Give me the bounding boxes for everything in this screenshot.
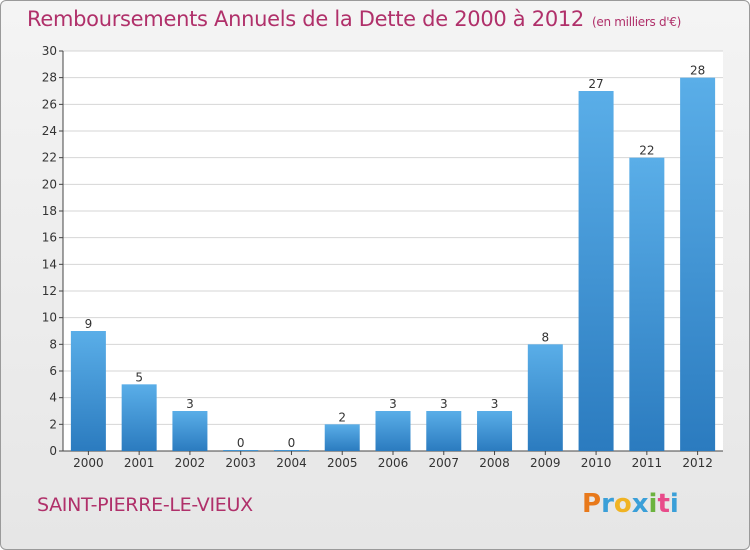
bar (273, 450, 309, 451)
bar-value-label: 2 (338, 410, 346, 424)
chart-title-text: Remboursements Annuels de la Dette de 20… (27, 7, 584, 31)
x-tick-label: 2012 (682, 456, 713, 470)
bar (578, 91, 614, 451)
bar (223, 450, 259, 451)
x-tick-label: 2001 (124, 456, 155, 470)
x-tick-labels: 2000 2001 2002 2003 2004 2005 2006 2007 2008 2009… (73, 456, 713, 470)
bar (477, 411, 513, 451)
bar-value-label: 3 (186, 397, 194, 411)
y-tick-label: 2 (49, 417, 57, 431)
x-tick-label: 2003 (225, 456, 256, 470)
bar (172, 411, 208, 451)
y-tick-label: 4 (49, 391, 57, 405)
y-tick-label: 10 (42, 311, 57, 325)
bar (70, 331, 106, 451)
chart-unit: (en milliers d'€) (592, 15, 682, 29)
data-labels: 9 5 3 0 0 2 3 3 3 8 27 22 28 (85, 64, 706, 450)
bar-value-label: 5 (135, 370, 143, 384)
logo-letter: r (601, 489, 614, 519)
y-tick-label: 22 (42, 151, 57, 165)
x-tick-label: 2009 (530, 456, 561, 470)
y-tick-label: 20 (42, 177, 57, 191)
bar (375, 411, 411, 451)
x-tick-label: 2000 (73, 456, 104, 470)
bar (527, 344, 563, 451)
y-tick-label: 14 (42, 257, 57, 271)
x-tick-label: 2008 (479, 456, 510, 470)
plot-area (63, 51, 723, 451)
bar (324, 424, 360, 451)
logo-letter: o (613, 489, 632, 519)
x-tick-label: 2007 (428, 456, 459, 470)
y-tick-label: 30 (42, 44, 57, 58)
logo-letter: P (582, 489, 602, 519)
y-tick-label: 28 (42, 71, 57, 85)
bar-value-label: 0 (237, 436, 245, 450)
logo-letter: t (657, 489, 670, 519)
y-tick-label: 8 (49, 337, 57, 351)
y-tick-label: 24 (42, 124, 57, 138)
x-tick-label: 2006 (378, 456, 409, 470)
bar-value-label: 0 (288, 436, 296, 450)
y-tick-label: 6 (49, 364, 57, 378)
logo-letter: x (631, 489, 649, 519)
y-tick-label: 18 (42, 204, 57, 218)
bar-value-label: 3 (491, 397, 499, 411)
chart-title: Remboursements Annuels de la Dette de 20… (27, 7, 681, 31)
bar (680, 77, 716, 452)
y-tick-label: 16 (42, 231, 57, 245)
bar-value-label: 27 (588, 77, 603, 91)
bar-value-label: 9 (85, 317, 93, 331)
x-tick-label: 2002 (175, 456, 206, 470)
proxiti-logo: Proxiti (582, 489, 679, 519)
x-tick-label: 2011 (632, 456, 663, 470)
logo-letter: i (669, 489, 679, 519)
bar-value-label: 8 (541, 330, 549, 344)
bar-value-label: 3 (389, 397, 397, 411)
bar-value-label: 3 (440, 397, 448, 411)
bar-value-label: 22 (639, 144, 654, 158)
bars (70, 77, 716, 452)
x-tick-label: 2005 (327, 456, 358, 470)
y-tick-label: 26 (42, 97, 57, 111)
bar-value-label: 28 (690, 64, 705, 78)
x-tick-label: 2004 (276, 456, 307, 470)
grid-lines (59, 50, 723, 452)
x-tick-label: 2010 (581, 456, 612, 470)
logo-letter: i (648, 489, 658, 519)
y-tick-label: 0 (49, 444, 57, 458)
commune-name: SAINT-PIERRE-LE-VIEUX (37, 494, 253, 516)
bar (121, 384, 157, 451)
y-tick-label: 12 (42, 284, 57, 298)
bar (629, 157, 665, 451)
bar (426, 411, 462, 451)
